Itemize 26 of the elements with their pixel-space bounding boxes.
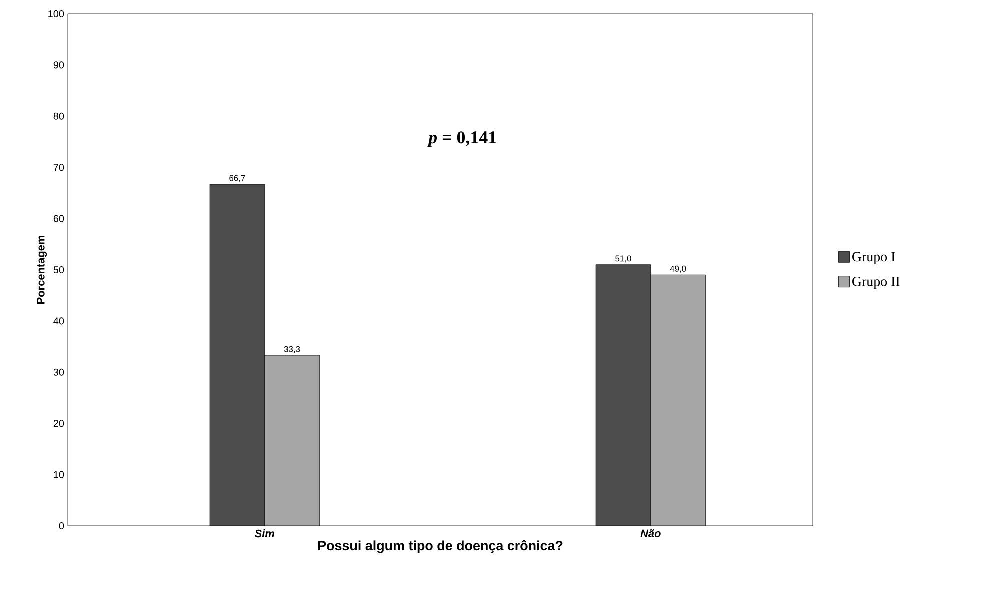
y-tick-label: 70 xyxy=(54,164,64,172)
y-tick-label: 20 xyxy=(54,420,64,428)
x-tick-label: Não xyxy=(640,530,661,538)
bar xyxy=(596,264,652,526)
y-tick-label: 10 xyxy=(54,471,64,478)
bar xyxy=(650,274,706,526)
data-label: 33,3 xyxy=(284,346,300,354)
data-label: 49,0 xyxy=(670,266,686,273)
y-tick-label: 90 xyxy=(54,62,64,69)
legend-label: Grupo II xyxy=(852,276,900,290)
bar xyxy=(210,184,266,526)
y-tick-label: 100 xyxy=(48,10,64,18)
bar xyxy=(264,355,320,526)
y-tick-label: 60 xyxy=(54,215,64,222)
annotation: p = 0,141 xyxy=(427,132,496,148)
y-tick-label: 0 xyxy=(59,522,64,530)
y-tick-label: 40 xyxy=(54,318,64,325)
legend-label: Grupo I xyxy=(852,252,896,264)
y-axis-title: Porcentagem xyxy=(37,236,48,304)
data-label: 51,0 xyxy=(616,256,632,263)
y-tick-label: 30 xyxy=(54,368,64,376)
x-axis-title: Possui algum tipo de doença crônica? xyxy=(318,540,563,554)
y-tick-label: 50 xyxy=(54,266,64,274)
y-tick-label: 80 xyxy=(54,112,64,120)
data-label: 66,7 xyxy=(230,175,246,182)
x-tick-label: Sim xyxy=(254,530,274,538)
